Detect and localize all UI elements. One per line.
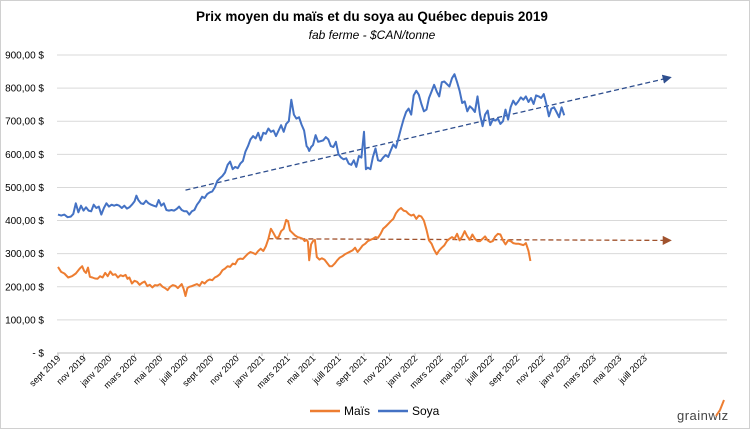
series-line-soya [57,73,566,219]
brand-logo: grainwiz [677,399,729,423]
chart-title: Prix moyen du maïs et du soya au Québec … [196,9,548,24]
brand-logo-mark [715,399,725,417]
y-tick-label: 400,00 $ [5,216,44,227]
trendline-soya [185,74,672,191]
legend-label-mais: Maïs [344,404,370,418]
chart-subtitle: fab ferme - $CAN/tonne [309,28,436,42]
y-tick-label: 600,00 $ [5,150,44,161]
y-tick-label: 500,00 $ [5,183,44,194]
gridlines [57,54,727,321]
y-axis-ticks: - $ 100,00 $ 200,00 $ 300,00 $ 400,00 $ 500,0… [5,51,44,360]
y-tick-label: 200,00 $ [5,282,44,293]
legend: Maïs Soya [310,404,440,418]
y-tick-label: 300,00 $ [5,249,44,260]
y-tick-label: 700,00 $ [5,117,44,128]
brand-logo-text: grainwiz [677,408,729,423]
y-tick-label: 800,00 $ [5,84,44,95]
y-tick-label: - $ [32,349,44,360]
series-lines [57,73,566,297]
y-tick-label: 100,00 $ [5,315,44,326]
legend-label-soya: Soya [412,404,440,418]
series-line-mais [57,207,532,297]
y-tick-label: 900,00 $ [5,51,44,62]
